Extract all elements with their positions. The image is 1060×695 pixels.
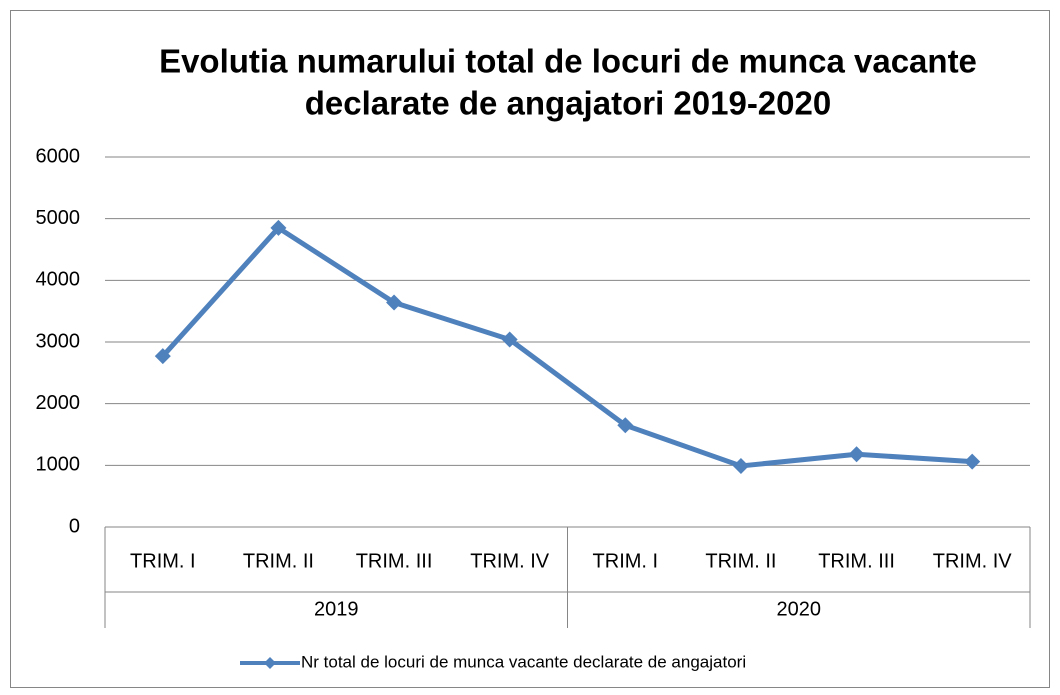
y-tick-label: 3000 [36,330,81,352]
y-tick-label: 6000 [36,145,81,167]
point-marker [270,219,287,236]
legend-marker [264,657,276,669]
legend-label: Nr total de locuri de munca vacante decl… [301,652,746,671]
x-tick-label: TRIM. I [130,550,196,572]
point-marker [386,294,403,311]
y-tick-label: 4000 [36,269,81,291]
y-tick-label: 0 [69,515,80,537]
x-tick-label: TRIM. IV [933,550,1013,572]
point-marker [848,446,865,463]
point-marker [501,331,518,348]
x-tick-label: TRIM. IV [470,550,550,572]
x-tick-label: TRIM. II [243,550,314,572]
point-marker [154,348,171,365]
group-label: 2019 [314,598,359,620]
y-tick-label: 2000 [36,392,81,414]
point-marker [617,417,634,434]
chart-frame [10,10,1050,688]
y-tick-label: 5000 [36,207,81,229]
x-tick-label: TRIM. I [593,550,659,572]
point-marker [964,453,981,470]
x-tick-label: TRIM. III [356,550,433,572]
point-marker [732,457,749,474]
x-tick-label: TRIM. III [818,550,895,572]
x-tick-label: TRIM. II [705,550,776,572]
chart-title: Evolutia numarului total de locuri de mu… [159,43,977,80]
group-label: 2020 [777,598,822,620]
y-tick-label: 1000 [36,454,81,476]
chart-title: declarate de angajatori 2019-2020 [305,85,831,122]
series-line [160,225,973,469]
